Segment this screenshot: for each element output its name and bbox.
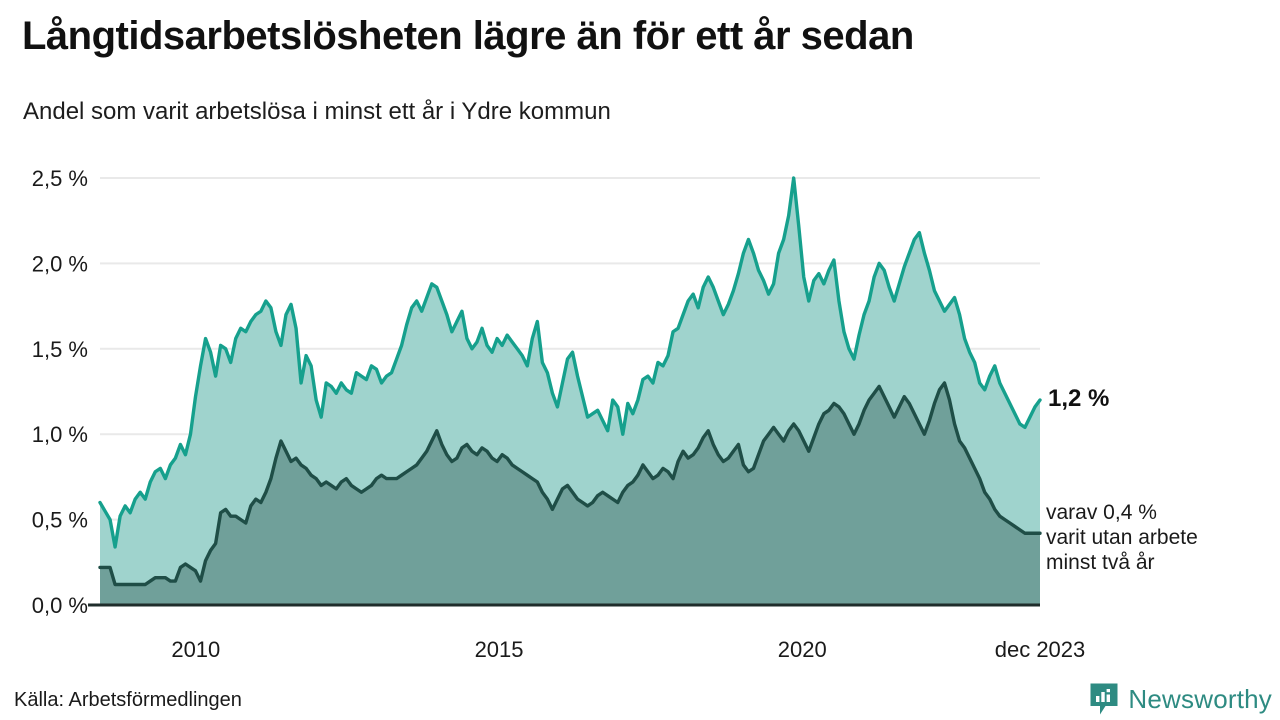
svg-text:1,0 %: 1,0 %	[32, 422, 88, 447]
series2-annotation-line1: varav 0,4 %	[1046, 501, 1157, 524]
series2-value-annotation: varav 0,4 % varit utan arbete minst två …	[1046, 500, 1198, 575]
series2-annotation-line3: minst två år	[1046, 551, 1155, 574]
svg-text:dec 2023: dec 2023	[995, 637, 1086, 662]
series1-value-annotation: 1,2 %	[1048, 385, 1110, 412]
series2-annotation-line2: varit utan arbete	[1046, 526, 1198, 549]
brand-logo[interactable]: Newsworthy	[1089, 682, 1272, 716]
svg-text:2,5 %: 2,5 %	[32, 166, 88, 191]
svg-text:2020: 2020	[778, 637, 827, 662]
chart-series-layer	[98, 176, 1042, 605]
source-note: Källa: Arbetsförmedlingen	[14, 689, 242, 711]
svg-text:2,0 %: 2,0 %	[32, 251, 88, 276]
chart-subtitle: Andel som varit arbetslösa i minst ett å…	[23, 98, 611, 125]
area-chart-svg: 0,0 %0,5 %1,0 %1,5 %2,0 %2,5 % 2010 2015 2…	[32, 166, 1086, 662]
svg-text:0,5 %: 0,5 %	[32, 508, 88, 533]
svg-text:1,5 %: 1,5 %	[32, 337, 88, 362]
svg-text:2015: 2015	[475, 637, 524, 662]
brand-name: Newsworthy	[1128, 683, 1272, 714]
page-title: Långtidsarbetslösheten lägre än för ett …	[22, 14, 914, 58]
y-axis-tick-labels: 0,0 % 0,5 % 1,0 % 1,5 % 2,0 % 2,5 %	[32, 166, 88, 618]
speech-bubble-bar-chart-icon	[1090, 683, 1118, 715]
x-axis-tick-labels: 2010 2015 2020 dec 2023	[171, 637, 1085, 662]
svg-text:2010: 2010	[171, 637, 220, 662]
svg-text:0,0 %: 0,0 %	[32, 593, 88, 618]
